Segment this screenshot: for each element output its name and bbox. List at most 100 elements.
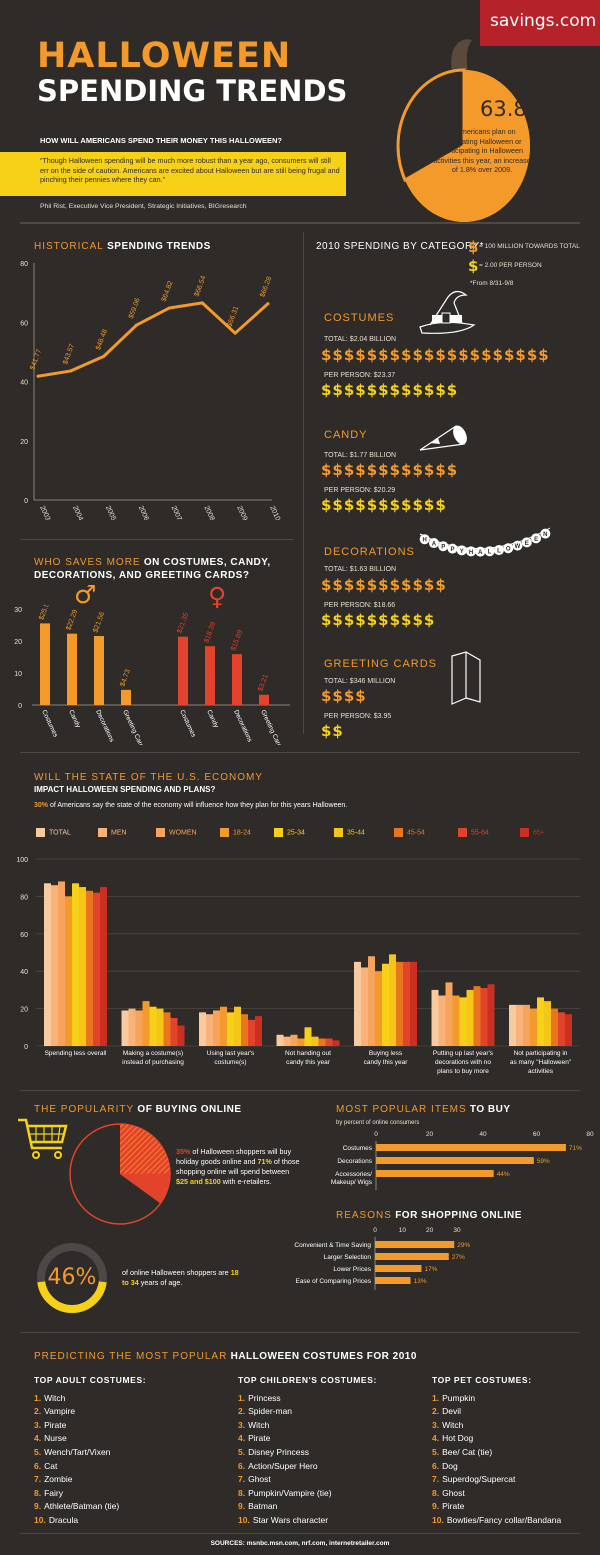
category-label: Candy bbox=[67, 709, 82, 730]
banner-bead bbox=[540, 528, 551, 539]
list-item: 3. Witch bbox=[432, 1419, 561, 1433]
bar bbox=[376, 1144, 566, 1151]
economy-stat: 30% of Americans say the state of the ec… bbox=[34, 802, 347, 809]
bar bbox=[93, 892, 100, 1046]
bar bbox=[156, 1008, 164, 1046]
list-item-number: 6. bbox=[34, 1460, 42, 1471]
x-tick-label: 60 bbox=[533, 1131, 541, 1138]
category-name-greeting-cards: GREETING CARDS bbox=[324, 658, 438, 670]
economy-title-line1: WILL THE STATE OF THE U.S. ECONOMY bbox=[34, 772, 264, 783]
bar bbox=[163, 1012, 171, 1046]
female-icon: ♀ bbox=[208, 582, 227, 611]
y-tick-label: 20 bbox=[14, 639, 22, 646]
bar bbox=[318, 1038, 326, 1046]
legend-label: 55-64 bbox=[471, 829, 489, 837]
bar bbox=[459, 997, 467, 1046]
bar bbox=[304, 1027, 312, 1046]
page-title: HALLOWEEN SPENDING TRENDS bbox=[37, 38, 347, 108]
legend-label: WOMEN bbox=[169, 829, 197, 837]
reasons-title: REASONS FOR SHOPPING ONLINE bbox=[336, 1210, 522, 1221]
bar-value-label: 27% bbox=[452, 1254, 465, 1261]
x-tick-label: 2007 bbox=[170, 505, 183, 520]
brand-logo[interactable]: savings.com bbox=[480, 0, 600, 46]
witch-hat-icon bbox=[419, 290, 476, 334]
list-item-number: 2. bbox=[238, 1406, 246, 1417]
economy-legend: TOTAL MEN WOMEN 18-24 25-34 35-44 45-54 55-64 65… bbox=[36, 824, 596, 838]
banner-bead bbox=[438, 541, 449, 552]
category-per-dollars-costumes: $$$$$$$$$$$$ bbox=[321, 381, 459, 399]
list-item-label: Witch bbox=[44, 1392, 66, 1403]
data-point bbox=[266, 302, 270, 306]
category-label: costume(s) bbox=[214, 1059, 246, 1066]
y-tick-label: 60 bbox=[20, 320, 28, 327]
online-pie-pct2: 71% bbox=[257, 1157, 272, 1166]
y-tick-label: 40 bbox=[20, 969, 28, 976]
economy-title-line2: IMPACT HALLOWEEN SPENDING AND PLANS? bbox=[34, 785, 216, 794]
y-tick-label: 40 bbox=[20, 380, 28, 387]
banner-letter: W bbox=[515, 544, 521, 550]
data-point bbox=[135, 323, 139, 327]
bar bbox=[259, 694, 269, 705]
list-item-number: 2. bbox=[432, 1406, 440, 1417]
list-item-label: Pirate bbox=[44, 1419, 67, 1430]
list-item-label: Disney Princess bbox=[248, 1446, 310, 1457]
data-point bbox=[200, 301, 204, 305]
list-item-number: 3. bbox=[432, 1419, 440, 1430]
candy-corn-icon bbox=[419, 425, 467, 451]
bar-value-label: 44% bbox=[497, 1171, 510, 1178]
bar-value-label: $18.39 bbox=[203, 621, 217, 644]
historical-title-rest: SPENDING TRENDS bbox=[107, 241, 211, 252]
list-item-number: 7. bbox=[238, 1474, 246, 1485]
list-heading: TOP PET COSTUMES: bbox=[432, 1375, 532, 1385]
category-total-costumes: TOTAL: $2.04 BILLION bbox=[324, 336, 397, 343]
online-age-range: 18 to 34 bbox=[122, 1268, 239, 1287]
banner-bead bbox=[493, 545, 504, 556]
economy-bar-chart: 0 20 40 60 80 100 Spending less overall Making … bbox=[16, 857, 580, 1075]
banner-letter: H bbox=[422, 538, 426, 544]
bar bbox=[232, 654, 242, 705]
legend-swatch bbox=[394, 828, 403, 838]
legend-label: 65+ bbox=[533, 829, 545, 837]
historical-title: HISTORICAL SPENDING TRENDS bbox=[34, 241, 211, 252]
x-tick-label: 2009 bbox=[235, 505, 248, 520]
banner-letter: O bbox=[506, 547, 511, 553]
predict-title-rest: HALLOWEEN COSTUMES FOR 2010 bbox=[230, 1351, 417, 1362]
category-label: candy this year bbox=[286, 1059, 331, 1066]
bar bbox=[40, 623, 50, 705]
list-item: 2. Spider-man bbox=[238, 1405, 377, 1419]
pumpkin-slice bbox=[405, 70, 531, 222]
list-item: 7. Zombie bbox=[34, 1473, 146, 1487]
bar bbox=[445, 982, 453, 1046]
legend-label: TOTAL bbox=[49, 829, 71, 837]
category-label: Not handing out bbox=[285, 1050, 331, 1057]
list-item: 9. Pirate bbox=[432, 1500, 561, 1514]
banner-letter: H bbox=[469, 550, 473, 556]
shopping-cart-icon bbox=[18, 1118, 68, 1159]
bar bbox=[375, 1265, 422, 1272]
brand-name: savings.com bbox=[490, 11, 597, 31]
bar bbox=[121, 1010, 129, 1046]
adult-costumes-list: TOP ADULT COSTUMES: 1. Witch 2. Vampire 3. Pir… bbox=[34, 1374, 146, 1528]
bar bbox=[94, 636, 104, 705]
x-tick-label: 2004 bbox=[71, 505, 84, 520]
historical-line-chart: 0 20 40 60 80 $41.77 2003 $43.57 2004 $48.48 2005 $… bbox=[20, 261, 281, 520]
list-item-label: Star Wars character bbox=[252, 1514, 329, 1525]
bar bbox=[311, 1036, 319, 1046]
legend-item: 55-64 bbox=[458, 824, 489, 842]
online-pie-text: 35% of Halloween shoppers will buy holid… bbox=[176, 1147, 301, 1187]
category-label: Greeting Cards bbox=[259, 709, 284, 745]
x-tick-label: 20 bbox=[426, 1131, 434, 1138]
bar bbox=[466, 989, 474, 1046]
bar bbox=[480, 988, 488, 1046]
y-tick-label: 20 bbox=[20, 439, 28, 446]
y-tick-label: 30 bbox=[14, 607, 22, 614]
list-item-label: Batman bbox=[248, 1501, 278, 1512]
bar-value-label: $25.50 bbox=[38, 605, 52, 621]
legend-swatch bbox=[520, 828, 529, 838]
online-age-text: of online Halloween shoppers are 18 to 3… bbox=[122, 1268, 242, 1288]
category-name-decorations: DECORATIONS bbox=[324, 546, 415, 558]
online-pie-text3: with e-retailers. bbox=[222, 1177, 272, 1186]
bar bbox=[58, 881, 65, 1046]
bar bbox=[325, 1038, 333, 1046]
category-label: Decorations bbox=[94, 709, 115, 744]
